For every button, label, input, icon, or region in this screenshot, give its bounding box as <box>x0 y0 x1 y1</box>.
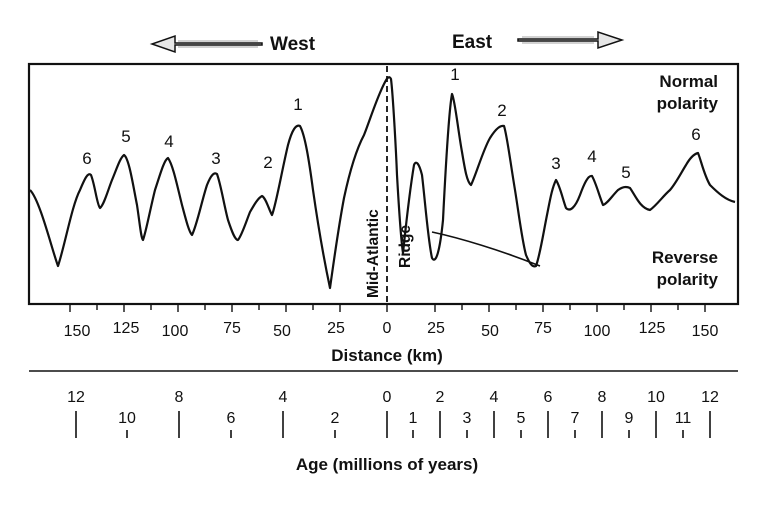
west-arrow <box>149 34 263 54</box>
west-peak-3: 3 <box>211 149 220 168</box>
age-tick-marks <box>75 411 711 438</box>
dist-tick-e150: 150 <box>692 323 719 340</box>
profile-frame <box>27 62 740 306</box>
west-label: West <box>270 34 316 55</box>
age-w12: 12 <box>67 389 85 406</box>
age-w4: 4 <box>279 389 288 406</box>
west-peak-1: 1 <box>293 95 302 114</box>
age-e12: 12 <box>701 389 719 406</box>
age-e10: 10 <box>647 389 665 406</box>
normal-polarity-label-2: polarity <box>657 94 719 113</box>
age-labels-lower: 10 6 2 1 3 5 7 9 11 <box>118 410 691 427</box>
west-peak-4: 4 <box>164 132 173 151</box>
age-e3: 3 <box>463 410 472 427</box>
east-arrow <box>517 30 625 50</box>
east-peak-2: 2 <box>497 101 506 120</box>
dist-tick-w150: 150 <box>64 323 91 340</box>
east-label: East <box>452 32 493 53</box>
dist-tick-0: 0 <box>383 320 392 337</box>
normal-polarity-label-1: Normal <box>659 72 718 91</box>
east-peak-1: 1 <box>450 65 459 84</box>
east-peak-3: 3 <box>551 154 560 173</box>
ridge-label-line2: Ridge <box>397 225 414 268</box>
age-w8: 8 <box>175 389 184 406</box>
age-e2: 2 <box>436 389 445 406</box>
dist-tick-w100: 100 <box>162 323 189 340</box>
distance-tick-marks <box>69 304 706 312</box>
west-peak-2: 2 <box>263 153 272 172</box>
reverse-polarity-label-1: Reverse <box>652 248 718 267</box>
west-peak-6: 6 <box>82 149 91 168</box>
east-peak-6: 6 <box>691 125 700 144</box>
east-peak-4: 4 <box>587 147 596 166</box>
dist-tick-e25: 25 <box>427 320 445 337</box>
dist-tick-e50: 50 <box>481 323 499 340</box>
age-e7: 7 <box>571 410 580 427</box>
magnetic-profile-line <box>29 76 736 290</box>
east-peak-5: 5 <box>621 163 630 182</box>
age-e8: 8 <box>598 389 607 406</box>
age-e4: 4 <box>490 389 499 406</box>
age-labels-upper: 12 8 4 0 2 4 6 8 10 12 <box>67 389 719 406</box>
east-trend-curve <box>431 231 541 267</box>
age-0: 0 <box>383 389 392 406</box>
age-axis-title: Age (millions of years) <box>296 455 478 474</box>
dist-tick-w25: 25 <box>327 320 345 337</box>
dist-tick-w125: 125 <box>113 320 140 337</box>
dist-tick-w50: 50 <box>273 323 291 340</box>
age-e9: 9 <box>625 410 634 427</box>
age-e5: 5 <box>517 410 526 427</box>
age-e1: 1 <box>409 410 418 427</box>
age-e11: 11 <box>675 410 692 427</box>
age-w10: 10 <box>118 410 136 427</box>
reverse-polarity-label-2: polarity <box>657 270 719 289</box>
age-w6: 6 <box>227 410 236 427</box>
dist-tick-e75: 75 <box>534 320 552 337</box>
age-e6: 6 <box>544 389 553 406</box>
west-peak-5: 5 <box>121 127 130 146</box>
distance-tick-labels: 150 125 100 75 50 25 0 25 50 75 100 125 … <box>64 320 719 340</box>
east-peak-labels: 1 2 3 4 5 6 <box>450 65 700 182</box>
dist-tick-e100: 100 <box>584 323 611 340</box>
west-peak-labels: 1 2 3 4 5 6 <box>82 95 302 172</box>
age-w2: 2 <box>331 410 340 427</box>
distance-axis-title: Distance (km) <box>331 346 442 365</box>
ridge-label-line1: Mid-Atlantic <box>365 209 382 298</box>
dist-tick-e125: 125 <box>639 320 666 337</box>
dist-tick-w75: 75 <box>223 320 241 337</box>
